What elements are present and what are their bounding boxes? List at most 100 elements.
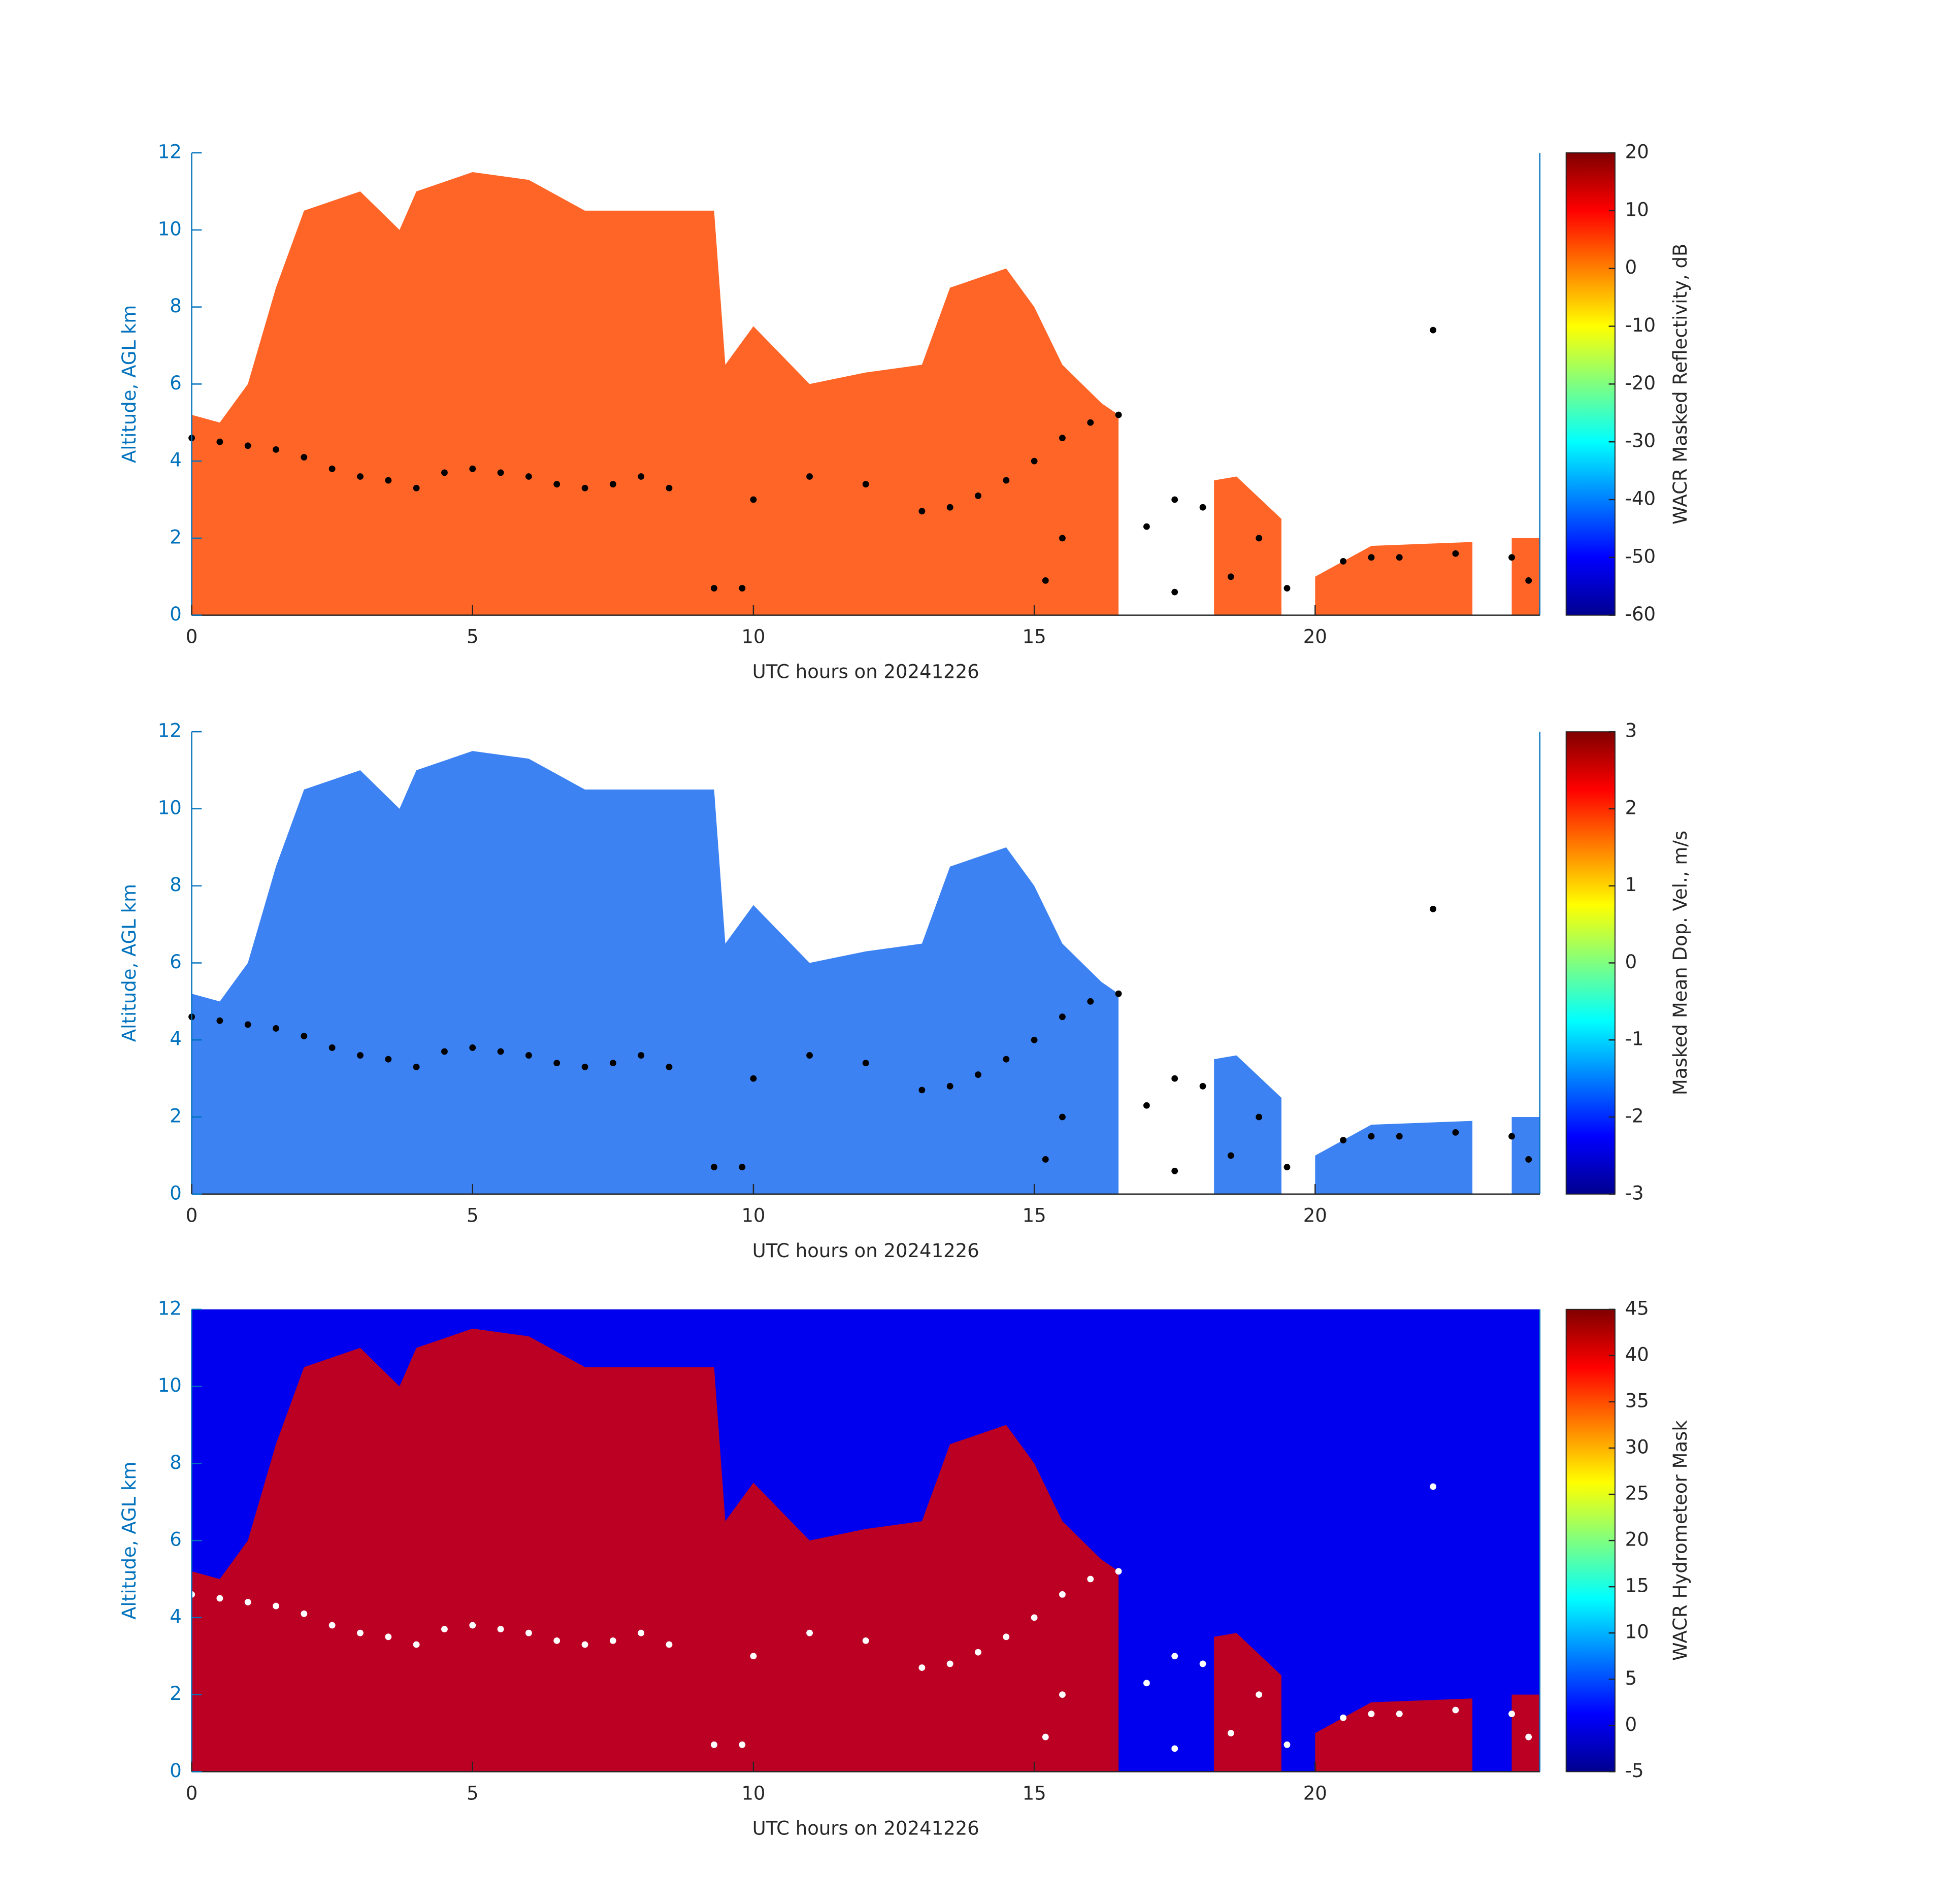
cloud-base-point	[1368, 554, 1375, 561]
x-tick-label: 10	[741, 626, 765, 648]
cloud-base-point	[1059, 1591, 1066, 1598]
cloud-base-point	[273, 446, 279, 453]
colorbar-tick-label: 25	[1625, 1483, 1649, 1504]
cloud-base-point	[273, 1025, 279, 1032]
colorbar-tick-label: 0	[1625, 951, 1637, 973]
x-tick-label: 0	[186, 1782, 198, 1804]
cloud-base-point	[1368, 1133, 1375, 1140]
cloud-base-point	[1143, 523, 1150, 530]
cloud-base-point	[739, 1741, 746, 1748]
cloud-base-point	[1452, 1706, 1459, 1714]
cloud-base-point	[216, 1595, 223, 1602]
cloud-base-point	[1087, 998, 1094, 1005]
cloud-base-point	[244, 1599, 251, 1605]
cloud-base-point	[862, 481, 869, 488]
cloud-base-point	[638, 1629, 645, 1636]
cloud-base-point	[441, 1048, 448, 1055]
colorbar-tick-label: 15	[1625, 1575, 1649, 1597]
colorbar-tick-label: 45	[1625, 1297, 1649, 1319]
cloud-base-point	[1171, 588, 1178, 596]
cloud-base-point	[328, 465, 336, 472]
colorbar	[1565, 731, 1616, 1195]
cloud-base-point	[1452, 550, 1459, 557]
cloud-base-point	[1042, 577, 1049, 584]
y-tick-label: 4	[170, 1028, 182, 1050]
cloud-base-point	[1031, 1614, 1038, 1621]
cloud-base-point	[1396, 554, 1403, 561]
colorbar-tick-label: 5	[1625, 1667, 1637, 1689]
cloud-base-point	[1199, 1082, 1206, 1090]
echo-area	[191, 1328, 1540, 1772]
cloud-base-point	[1340, 558, 1347, 565]
y-axis-label: Altitude, AGL km	[118, 884, 140, 1042]
cloud-base-point	[1059, 1013, 1066, 1021]
y-tick-label: 6	[170, 951, 182, 973]
cloud-base-point	[1042, 1156, 1049, 1163]
cloud-base-point	[1171, 1653, 1178, 1660]
cloud-base-point	[441, 1626, 448, 1633]
cloud-base-point	[750, 1653, 757, 1660]
cloud-base-point	[1340, 1137, 1347, 1143]
x-tick-label: 5	[467, 1205, 479, 1227]
y-tick-label: 0	[170, 1182, 182, 1204]
cloud-base-point	[244, 442, 251, 449]
cloud-base-point	[1227, 1152, 1234, 1159]
cloud-base-point	[1227, 573, 1234, 580]
cloud-base-point	[918, 1664, 926, 1671]
colorbar-tick-label: 30	[1625, 1436, 1649, 1458]
colorbar-tick-label: 10	[1625, 1621, 1649, 1643]
x-axis-label: UTC hours on 20241226	[752, 661, 979, 683]
colorbar-tick-label: 10	[1625, 199, 1649, 220]
cloud-base-point	[638, 473, 645, 480]
cloud-base-point	[385, 1056, 392, 1063]
cloud-base-point	[975, 493, 981, 499]
cloud-base-point	[1396, 1133, 1403, 1140]
cloud-base-point	[1059, 535, 1066, 542]
x-tick-label: 10	[741, 1205, 765, 1227]
colorbar-tick-label: 3	[1625, 720, 1637, 742]
cloud-base-point	[609, 481, 616, 488]
colorbar-tick-label: -10	[1625, 314, 1656, 336]
cloud-base-point	[525, 473, 532, 480]
cloud-base-point	[581, 484, 588, 491]
cloud-base-point	[806, 473, 813, 480]
colorbar-tick-label: 0	[1625, 256, 1637, 278]
cloud-base-point	[975, 1649, 981, 1656]
cloud-base-point	[1059, 435, 1066, 442]
cloud-base-point	[1087, 1575, 1094, 1583]
y-tick-label: 2	[170, 1105, 182, 1127]
cloud-base-point	[1283, 585, 1291, 592]
y-tick-label: 12	[158, 141, 182, 163]
y-tick-label: 8	[170, 1452, 182, 1473]
cloud-base-point	[1340, 1714, 1347, 1721]
cloud-base-point	[1508, 1711, 1515, 1717]
y-tick-label: 2	[170, 1683, 182, 1704]
y-tick-label: 10	[158, 218, 182, 240]
cloud-base-point	[553, 1060, 561, 1067]
y-tick-label: 2	[170, 526, 182, 548]
cloud-base-point	[1003, 477, 1010, 484]
cloud-base-point	[1115, 990, 1122, 997]
cloud-base-point	[918, 1087, 926, 1094]
colorbar-tick-label: 40	[1625, 1343, 1649, 1365]
colorbar	[1565, 1308, 1616, 1772]
cloud-base-point	[711, 585, 717, 592]
cloud-base-point	[413, 484, 420, 491]
cloud-base-point	[497, 469, 504, 476]
cloud-base-point	[469, 1044, 476, 1051]
y-tick-label: 8	[170, 874, 182, 896]
cloud-base-point	[666, 484, 673, 491]
cloud-base-point	[413, 1641, 420, 1648]
cloud-base-point	[497, 1626, 504, 1633]
y-tick-label: 12	[158, 1297, 182, 1319]
cloud-base-point	[1256, 1113, 1263, 1121]
cloud-base-point	[1143, 1680, 1150, 1687]
cloud-base-point	[1256, 535, 1263, 542]
y-tick-label: 6	[170, 1529, 182, 1551]
cloud-base-point	[750, 496, 757, 503]
cloud-base-point	[357, 1629, 364, 1636]
cloud-base-point	[806, 1629, 813, 1636]
y-tick-label: 10	[158, 1374, 182, 1396]
cloud-base-point	[553, 481, 561, 488]
cloud-base-point	[806, 1052, 813, 1059]
